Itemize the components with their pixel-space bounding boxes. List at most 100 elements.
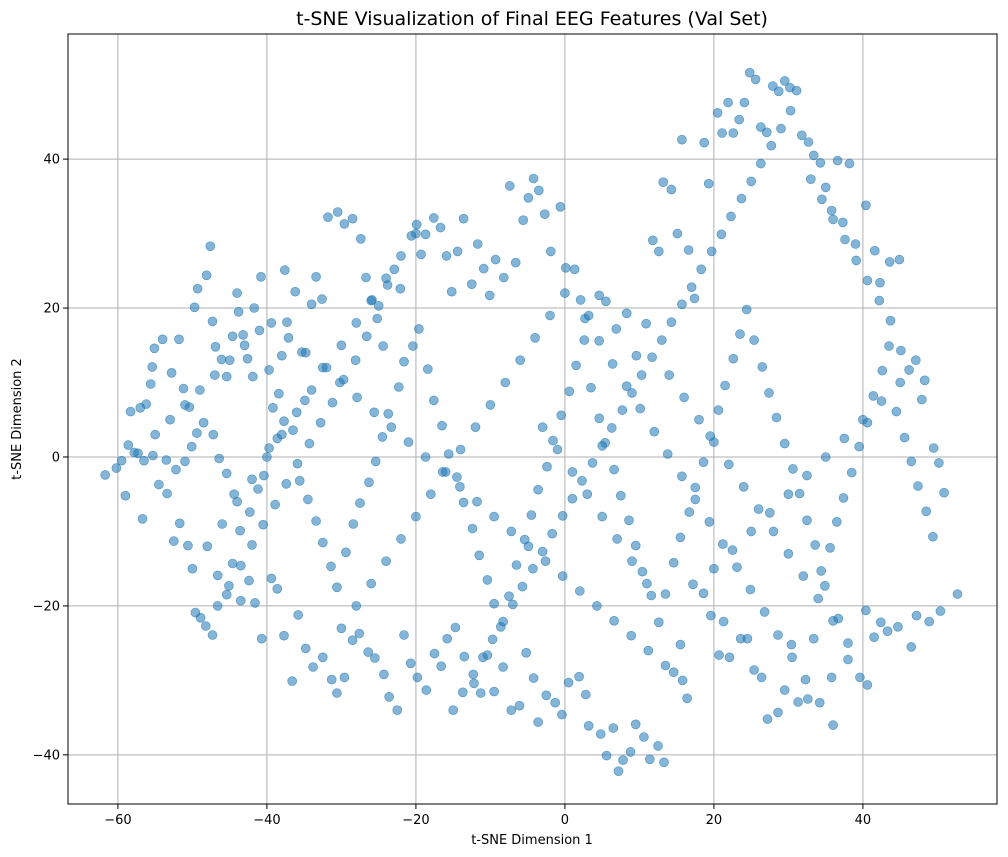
scatter-point xyxy=(290,286,301,297)
scatter-point xyxy=(455,481,465,492)
scatter-point xyxy=(876,396,887,406)
scatter-point xyxy=(714,650,724,660)
scatter-point xyxy=(894,254,905,265)
scatter-point xyxy=(396,251,406,261)
scatter-point xyxy=(441,251,452,261)
scatter-point xyxy=(935,606,946,616)
scatter-point xyxy=(637,566,648,577)
scatter-point xyxy=(794,488,805,499)
scatter-point xyxy=(306,299,317,310)
scatter-point xyxy=(442,633,453,644)
scatter-point xyxy=(761,127,772,138)
scatter-point xyxy=(293,610,304,620)
scatter-point xyxy=(560,288,570,298)
scatter-point xyxy=(354,628,365,639)
scatter-point xyxy=(574,671,584,682)
scatter-point xyxy=(796,130,807,141)
scatter-point xyxy=(315,417,326,428)
scatter-point xyxy=(332,582,342,593)
scatter-point xyxy=(615,490,626,501)
scatter-point xyxy=(202,541,213,552)
scatter-point xyxy=(928,531,938,542)
scatter-point xyxy=(606,423,617,433)
scatter-point xyxy=(440,467,451,477)
scatter-point xyxy=(608,723,619,733)
scatter-point xyxy=(467,523,478,534)
scatter-point xyxy=(147,362,157,372)
scatter-point xyxy=(773,86,784,97)
scatter-point xyxy=(323,212,333,222)
scatter-point xyxy=(808,150,819,161)
scatter-point xyxy=(802,515,812,526)
scatter-point xyxy=(466,279,477,290)
scatter-point xyxy=(779,438,790,449)
scatter-point xyxy=(369,407,380,418)
scatter-point xyxy=(216,354,227,365)
scatter-point xyxy=(713,405,724,415)
scatter-point xyxy=(498,272,509,283)
scatter-point xyxy=(311,271,321,282)
scatter-point xyxy=(609,464,619,475)
scatter-point xyxy=(723,459,734,470)
scatter-point xyxy=(506,705,517,716)
scatter-point xyxy=(617,405,628,415)
scatter-point xyxy=(540,556,551,567)
scatter-point xyxy=(276,429,287,440)
scatter-point xyxy=(786,639,797,650)
x-tick-label: −40 xyxy=(253,813,280,828)
scatter-point xyxy=(756,672,767,683)
scatter-point xyxy=(256,271,266,282)
scatter-point xyxy=(288,425,298,436)
scatter-point xyxy=(306,385,317,395)
scatter-point xyxy=(635,403,646,414)
scatter-point xyxy=(844,158,855,169)
scatter-point xyxy=(621,381,632,392)
scatter-point xyxy=(149,343,160,354)
scatter-point xyxy=(919,375,930,386)
scatter-point xyxy=(820,452,831,462)
scatter-point xyxy=(764,507,775,518)
scatter-point xyxy=(717,539,728,549)
scatter-point xyxy=(739,97,750,108)
scatter-point xyxy=(521,647,532,658)
scatter-point xyxy=(703,178,714,189)
scatter-point xyxy=(869,245,880,256)
scatter-point xyxy=(744,67,755,78)
scatter-point xyxy=(459,651,470,662)
scatter-point xyxy=(773,707,783,718)
scatter-point xyxy=(805,174,816,184)
scatter-point xyxy=(533,717,543,727)
scatter-point xyxy=(335,377,345,388)
scatter-point xyxy=(180,400,190,410)
scatter-point xyxy=(111,463,122,473)
scatter-point xyxy=(381,556,391,567)
scatter-point xyxy=(896,345,906,356)
ticks: −60 −40 −20 0 20 40 −40 −20 0 20 40 xyxy=(33,153,872,828)
scatter-point xyxy=(523,541,534,552)
scatter-point xyxy=(698,457,709,468)
scatter-point xyxy=(506,526,517,537)
scatter-point xyxy=(810,540,821,550)
scatter-point xyxy=(828,214,838,225)
scatter-point xyxy=(557,571,568,581)
scatter-point xyxy=(682,693,692,704)
scatter-point xyxy=(236,595,246,606)
scatter-point xyxy=(283,332,294,343)
scatter-point xyxy=(452,472,462,482)
scatter-point xyxy=(884,341,894,351)
scatter-point xyxy=(116,455,127,466)
scatter-point xyxy=(347,213,358,224)
scatter-point xyxy=(658,177,669,187)
scatter-point xyxy=(489,598,499,609)
scatter-point xyxy=(839,433,850,444)
scatter-point xyxy=(399,630,409,640)
scatter-point xyxy=(861,200,871,211)
scatter-point xyxy=(913,481,923,491)
scatter-point xyxy=(504,181,515,191)
scatter-point xyxy=(745,584,756,595)
scatter-point xyxy=(161,455,172,465)
scatter-point xyxy=(609,615,619,626)
scatter-point xyxy=(420,229,431,240)
scatter-point xyxy=(469,678,479,689)
scatter-point xyxy=(735,633,746,644)
